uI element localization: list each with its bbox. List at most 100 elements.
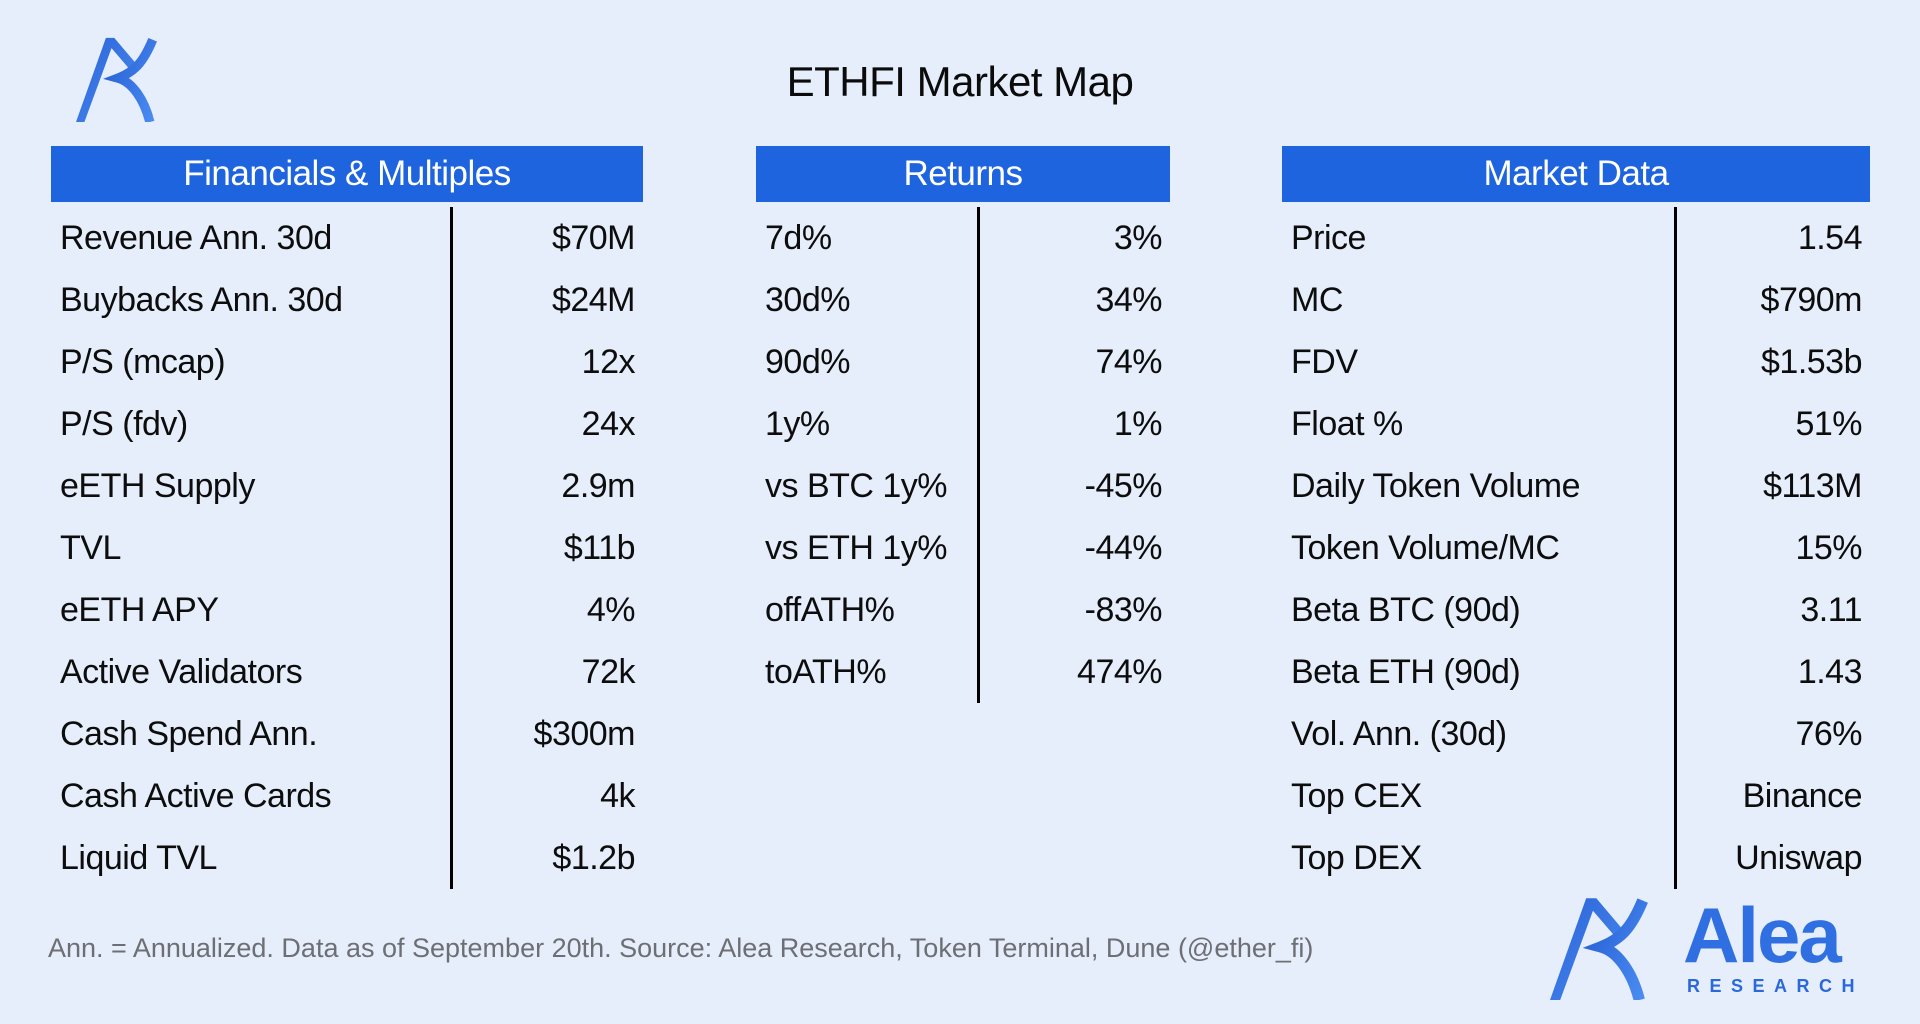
table-row: vs BTC 1y% -45% xyxy=(756,455,1170,517)
row-value: $790m xyxy=(1674,269,1870,331)
row-value: -44% xyxy=(977,517,1170,579)
table-row: eETH Supply 2.9m xyxy=(51,455,643,517)
table-row: Buybacks Ann. 30d $24M xyxy=(51,269,643,331)
table-row: MC $790m xyxy=(1282,269,1870,331)
table-row: Top CEX Binance xyxy=(1282,765,1870,827)
row-label: FDV xyxy=(1291,342,1358,381)
brand-wordmark: Alea xyxy=(1682,891,1842,979)
table-row: offATH% -83% xyxy=(756,579,1170,641)
table-row: 7d% 3% xyxy=(756,207,1170,269)
table-header: Returns xyxy=(756,146,1170,202)
row-label: Top CEX xyxy=(1291,776,1422,815)
row-value: 76% xyxy=(1674,703,1870,765)
row-label: eETH Supply xyxy=(60,466,255,505)
page-title: ETHFI Market Map xyxy=(786,58,1134,105)
alea-logo-icon xyxy=(76,37,157,122)
row-label: Daily Token Volume xyxy=(1291,466,1580,505)
row-value: -83% xyxy=(977,579,1170,641)
row-value: Binance xyxy=(1674,765,1870,827)
table-row: P/S (mcap) 12x xyxy=(51,331,643,393)
table-row: eETH APY 4% xyxy=(51,579,643,641)
row-value: 4k xyxy=(450,765,643,827)
row-value: 2.9m xyxy=(450,455,643,517)
row-label: TVL xyxy=(60,528,121,567)
row-label: vs ETH 1y% xyxy=(765,528,948,567)
row-label: MC xyxy=(1291,280,1343,319)
brand-words: Alea RESEARCH xyxy=(1682,891,1864,997)
row-value: -45% xyxy=(977,455,1170,517)
row-value: 15% xyxy=(1674,517,1870,579)
table-row: Cash Spend Ann. $300m xyxy=(51,703,643,765)
table-rows: 7d% 3% 30d% 34% 90d% 74% 1y% 1% vs BTC 1y% -45% vs… xyxy=(756,207,1170,703)
row-label: 7d% xyxy=(765,218,832,257)
row-value: $113M xyxy=(1674,455,1870,517)
table-row: 90d% 74% xyxy=(756,331,1170,393)
row-label: Active Validators xyxy=(60,652,303,691)
row-label: Top DEX xyxy=(1291,838,1422,877)
row-label: Cash Active Cards xyxy=(60,776,332,815)
row-label: Token Volume/MC xyxy=(1291,528,1560,567)
row-label: 30d% xyxy=(765,280,850,319)
row-value: $11b xyxy=(450,517,643,579)
table-row: Revenue Ann. 30d $70M xyxy=(51,207,643,269)
row-value: 24x xyxy=(450,393,643,455)
row-value: 72k xyxy=(450,641,643,703)
table-row: Token Volume/MC 15% xyxy=(1282,517,1870,579)
row-label: Buybacks Ann. 30d xyxy=(60,280,343,319)
row-value: $70M xyxy=(450,207,643,269)
row-value: 51% xyxy=(1674,393,1870,455)
row-value: 3% xyxy=(977,207,1170,269)
table-row: toATH% 474% xyxy=(756,641,1170,703)
table-rows: Revenue Ann. 30d $70M Buybacks Ann. 30d $24… xyxy=(51,207,643,889)
table-header: Financials & Multiples xyxy=(51,146,643,202)
row-value: $1.2b xyxy=(450,827,643,889)
table-header: Market Data xyxy=(1282,146,1870,202)
table-row: Price 1.54 xyxy=(1282,207,1870,269)
row-label: toATH% xyxy=(765,652,887,691)
table-row: Float % 51% xyxy=(1282,393,1870,455)
row-label: Float % xyxy=(1291,404,1403,443)
row-label: Cash Spend Ann. xyxy=(60,714,318,753)
row-label: P/S (mcap) xyxy=(60,342,226,381)
table-row: Daily Token Volume $113M xyxy=(1282,455,1870,517)
row-value: Uniswap xyxy=(1674,827,1870,889)
table-rows: Price 1.54 MC $790m FDV $1.53b Float % 51% Daily… xyxy=(1282,207,1870,889)
table-row: Top DEX Uniswap xyxy=(1282,827,1870,889)
row-value: 474% xyxy=(977,641,1170,703)
alea-logo-icon xyxy=(1549,898,1648,1000)
row-label: Price xyxy=(1291,218,1366,257)
row-label: 1y% xyxy=(765,404,830,443)
table-row: 30d% 34% xyxy=(756,269,1170,331)
table-row: Vol. Ann. (30d) 76% xyxy=(1282,703,1870,765)
table-row: Liquid TVL $1.2b xyxy=(51,827,643,889)
table-row: Beta ETH (90d) 1.43 xyxy=(1282,641,1870,703)
table-row: FDV $1.53b xyxy=(1282,331,1870,393)
row-label: 90d% xyxy=(765,342,850,381)
row-label: Liquid TVL xyxy=(60,838,217,877)
table-row: vs ETH 1y% -44% xyxy=(756,517,1170,579)
row-label: Revenue Ann. 30d xyxy=(60,218,332,257)
table-row: P/S (fdv) 24x xyxy=(51,393,643,455)
row-value: $300m xyxy=(450,703,643,765)
table-row: 1y% 1% xyxy=(756,393,1170,455)
row-value: 74% xyxy=(977,331,1170,393)
row-value: 12x xyxy=(450,331,643,393)
table-row: Cash Active Cards 4k xyxy=(51,765,643,827)
row-label: Beta ETH (90d) xyxy=(1291,652,1521,691)
footnote: Ann. = Annualized. Data as of September … xyxy=(48,933,1314,963)
row-value: 4% xyxy=(450,579,643,641)
table-row: Beta BTC (90d) 3.11 xyxy=(1282,579,1870,641)
row-value: $1.53b xyxy=(1674,331,1870,393)
row-value: 3.11 xyxy=(1674,579,1870,641)
row-label: P/S (fdv) xyxy=(60,404,188,443)
row-value: 1% xyxy=(977,393,1170,455)
row-label: eETH APY xyxy=(60,590,219,629)
alea-research-logo: Alea RESEARCH xyxy=(1543,896,1864,1000)
table-returns: Returns 7d% 3% 30d% 34% 90d% 74% 1y% 1% vs BTC 1… xyxy=(756,146,1170,703)
table-row: TVL $11b xyxy=(51,517,643,579)
row-value: 34% xyxy=(977,269,1170,331)
row-value: 1.43 xyxy=(1674,641,1870,703)
table-row: Active Validators 72k xyxy=(51,641,643,703)
row-label: vs BTC 1y% xyxy=(765,466,948,505)
